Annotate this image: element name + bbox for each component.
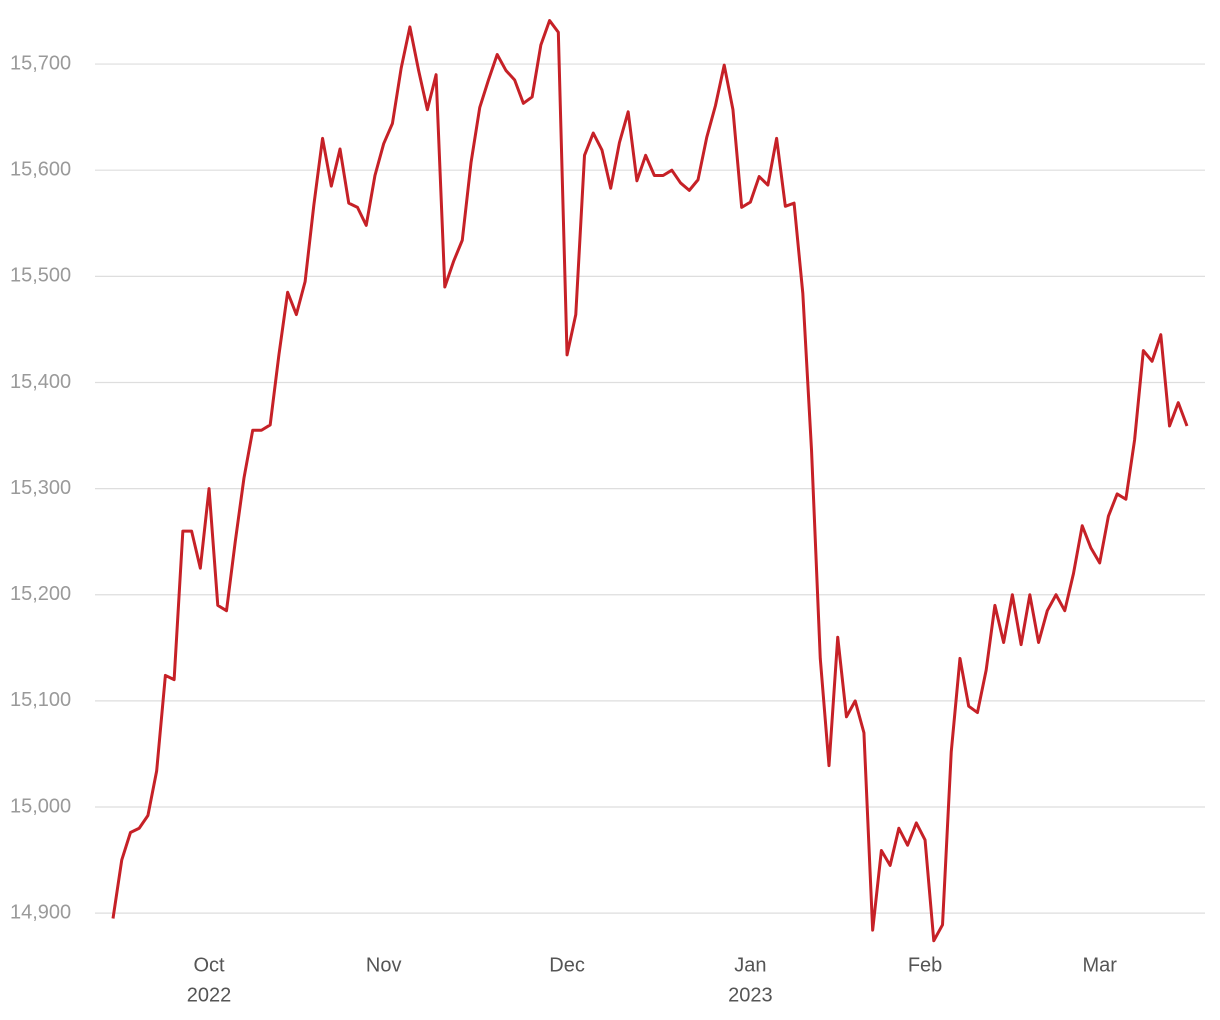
- x-tick-label: Jan: [734, 954, 766, 976]
- x-tick-label: Dec: [549, 954, 585, 976]
- x-tick-label: 2022: [187, 984, 232, 1006]
- y-tick-label: 15,500: [10, 265, 71, 287]
- y-tick-label: 14,900: [10, 901, 71, 923]
- y-tick-label: 15,700: [10, 52, 71, 74]
- y-tick-label: 15,100: [10, 689, 71, 711]
- x-tick-label: Feb: [908, 954, 942, 976]
- x-tick-label: Mar: [1082, 954, 1117, 976]
- y-tick-label: 15,000: [10, 795, 71, 817]
- y-tick-label: 15,600: [10, 158, 71, 180]
- y-tick-label: 15,200: [10, 583, 71, 605]
- y-tick-label: 15,400: [10, 371, 71, 393]
- y-tick-label: 15,300: [10, 477, 71, 499]
- line: [111, 19, 1189, 943]
- x-tick-label: Nov: [366, 954, 402, 976]
- x-tick-label: Oct: [193, 954, 225, 976]
- x-tick-label: 2023: [728, 984, 773, 1006]
